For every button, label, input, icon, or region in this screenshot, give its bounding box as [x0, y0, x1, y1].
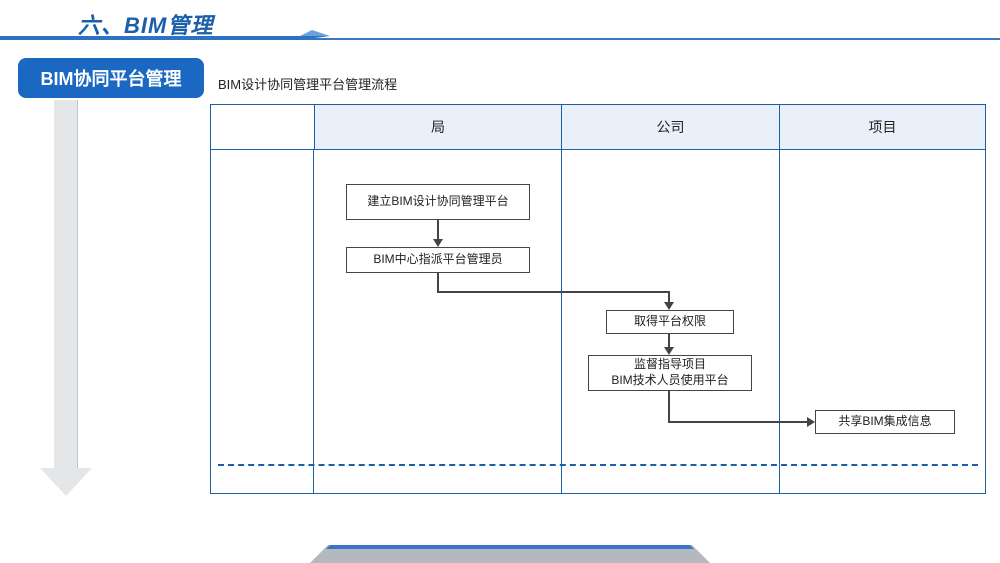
flowchart-region: BIM设计协同管理平台管理流程 局 公司 项目 建立BIM设计协同管理平台 BI… — [210, 64, 988, 494]
node-supervise-guide: 监督指导项目 BIM技术人员使用平台 — [588, 355, 752, 391]
edge-n2-n3-h — [437, 291, 670, 293]
edge-n3-n4-arrow — [664, 347, 674, 355]
edge-n1-n2-arrow — [433, 239, 443, 247]
col-body-project — [780, 150, 986, 494]
col-header-company: 公司 — [562, 104, 780, 150]
timeline-arrow-tip — [40, 468, 92, 496]
node-assign-admin: BIM中心指派平台管理员 — [346, 247, 530, 273]
node-get-permission: 取得平台权限 — [606, 310, 734, 334]
dashed-separator — [218, 464, 978, 466]
col-body-blank — [210, 150, 314, 494]
flowchart-title: BIM设计协同管理平台管理流程 — [218, 74, 397, 93]
section-label: BIM协同平台管理 — [18, 58, 204, 98]
col-header-project: 项目 — [780, 104, 986, 150]
edge-n3-n4-line — [668, 334, 670, 348]
col-header-blank — [210, 104, 314, 150]
node-establish-platform: 建立BIM设计协同管理平台 — [346, 184, 530, 220]
node-share-info: 共享BIM集成信息 — [815, 410, 955, 434]
timeline-arrow-body — [54, 100, 78, 470]
col-header-bureau: 局 — [314, 104, 562, 150]
edge-n4-n5-v — [668, 391, 670, 421]
edge-n4-n5-arrow — [807, 417, 815, 427]
edge-n1-n2-line — [437, 220, 439, 240]
edge-n4-n5-h — [668, 421, 808, 423]
page-title: 六、BIM管理 — [78, 8, 213, 40]
edge-n2-n3-arrow — [664, 302, 674, 310]
footer-accent-shape — [310, 545, 710, 563]
edge-n2-n3-v1 — [437, 273, 439, 291]
header-bar: 六、BIM管理 — [0, 0, 1000, 40]
